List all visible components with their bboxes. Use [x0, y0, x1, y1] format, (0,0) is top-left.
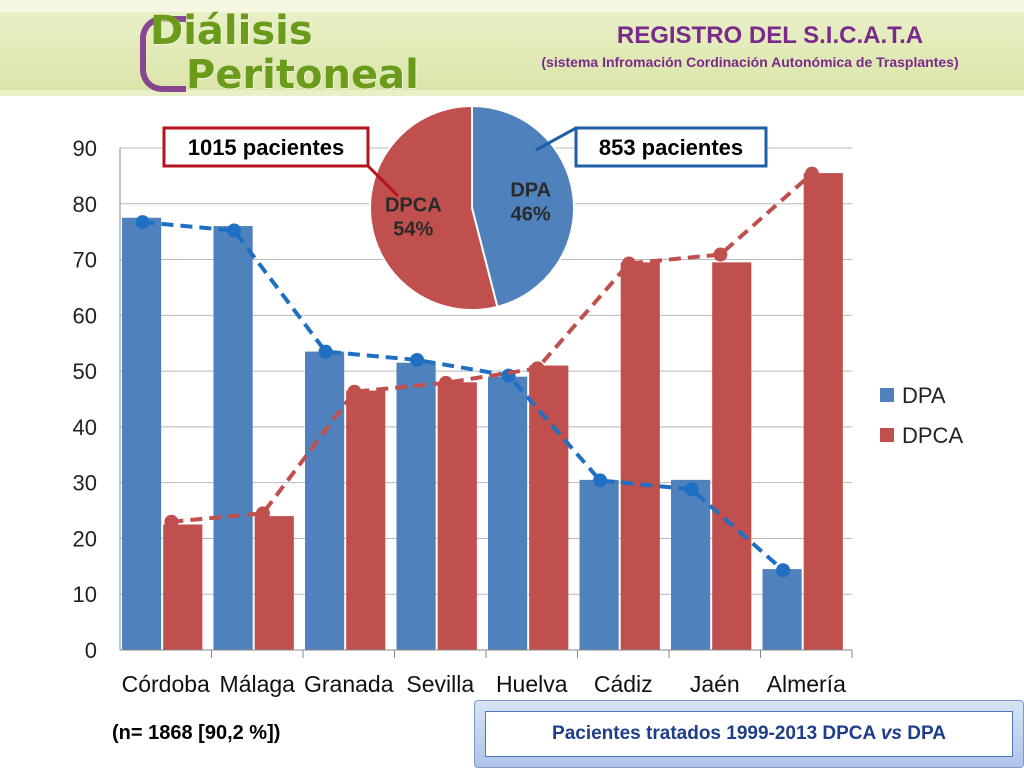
x-tick-label: Córdoba	[122, 671, 210, 697]
trend-point-dpca	[164, 514, 179, 529]
pie-slice-dpa	[471, 104, 575, 309]
trend-point-dpca	[530, 361, 545, 376]
trend-point-dpa	[776, 563, 791, 578]
footer-caption-prefix: Pacientes tratados 1999-2013 DPCA	[552, 723, 881, 744]
trend-point-dpa	[135, 215, 150, 230]
callout-box	[162, 126, 370, 168]
registry-subtitle: (sistema Infromación Cordinación Autonóm…	[541, 54, 959, 70]
logo-dialisis: Diálisis	[150, 8, 313, 54]
pie-percent-dpca: 54%	[393, 218, 433, 240]
bar-dpa-0	[122, 217, 162, 650]
bar-dpca-0	[163, 524, 203, 650]
trend-point-dpa	[318, 344, 333, 359]
bar-chart: 0 10 20 30 40 50 60 70 80 90 Córdoba Málaga Granada S…	[73, 104, 963, 697]
y-tick-label: 40	[73, 415, 97, 440]
trend-point-dpca	[621, 256, 636, 271]
trend-point-dpa	[410, 352, 425, 367]
axes: 0 10 20 30 40 50 60 70 80 90 Córdoba Málaga Granada S…	[73, 136, 853, 697]
pie-label-dpa: DPA	[510, 180, 551, 202]
y-tick-label: 0	[85, 638, 97, 663]
footer-box: Pacientes tratados 1999-2013 DPCA vs DPA	[474, 700, 1024, 768]
bar-dpa-3	[396, 362, 436, 650]
x-tick-label: Jaén	[690, 671, 740, 697]
bar-dpca-2	[346, 390, 386, 650]
y-tick-label: 60	[73, 303, 97, 328]
footer-caption: Pacientes tratados 1999-2013 DPCA vs DPA	[485, 711, 1013, 757]
x-tick-label: Huelva	[496, 671, 568, 697]
bar-dpa-4	[488, 376, 528, 650]
bar-dpca-3	[437, 382, 477, 650]
callout-box	[574, 126, 768, 168]
trend-point-dpa	[227, 223, 242, 238]
bar-dpca-5	[620, 262, 660, 650]
y-tick-label: 20	[73, 526, 97, 551]
logo-peritoneal: Peritoneal	[186, 52, 419, 98]
bar-dpca-4	[529, 365, 569, 650]
bar-dpa-5	[579, 479, 619, 650]
x-tick-label: Málaga	[220, 671, 296, 697]
trend-lines	[135, 166, 819, 578]
pie-percent-dpa: 46%	[511, 204, 551, 226]
bar-dpa-6	[671, 479, 711, 650]
trend-point-dpa	[684, 482, 699, 497]
trend-point-dpca	[347, 384, 362, 399]
bars	[122, 173, 843, 651]
pie-label-dpca: DPCA	[385, 194, 442, 216]
trend-point-dpa	[593, 473, 608, 488]
legend-label-dpca: DPCA	[902, 423, 963, 448]
y-tick-label: 50	[73, 359, 97, 384]
legend-swatch-dpca	[880, 428, 894, 442]
legend-swatch-dpa	[880, 388, 894, 402]
x-tick-label: Sevilla	[406, 671, 474, 697]
callout-connector	[535, 126, 577, 152]
y-tick-label: 90	[73, 136, 97, 161]
bar-dpca-7	[803, 173, 843, 650]
trend-point-dpca	[804, 166, 819, 181]
legend: DPA DPCA	[880, 383, 963, 448]
bar-dpa-2	[305, 351, 345, 650]
x-tick-label: Cádiz	[594, 671, 653, 697]
bar-dpa-7	[762, 569, 802, 650]
callout-connector	[365, 163, 400, 198]
y-tick-label: 10	[73, 582, 97, 607]
trend-line-dpa	[142, 220, 785, 572]
sample-size-note: (n= 1868 [90,2 %])	[112, 722, 281, 744]
bar-dpca-1	[254, 516, 294, 650]
pie-slice-dpca	[369, 104, 499, 311]
bar-dpa-1	[213, 226, 253, 651]
y-tick-label: 70	[73, 248, 97, 273]
bar-dpca-6	[712, 262, 752, 650]
registry-title: REGISTRO DEL S.I.C.A.T.A	[616, 22, 924, 49]
legend-label-dpa: DPA	[902, 383, 946, 408]
callout-text: 853 pacientes	[599, 135, 743, 160]
trend-point-dpca	[713, 247, 728, 262]
callout-text: 1015 pacientes	[188, 135, 345, 160]
trend-point-dpca	[438, 375, 453, 390]
trend-line-dpca	[171, 172, 814, 524]
footer-caption-suffix: DPA	[901, 723, 946, 744]
x-tick-label: Almería	[767, 671, 846, 697]
x-tick-label: Granada	[304, 671, 394, 697]
y-tick-label: 30	[73, 471, 97, 496]
y-tick-label: 80	[73, 192, 97, 217]
footer-caption-vs: vs	[880, 723, 902, 744]
trend-point-dpca	[255, 506, 270, 521]
logo-swirl-icon	[140, 16, 186, 92]
